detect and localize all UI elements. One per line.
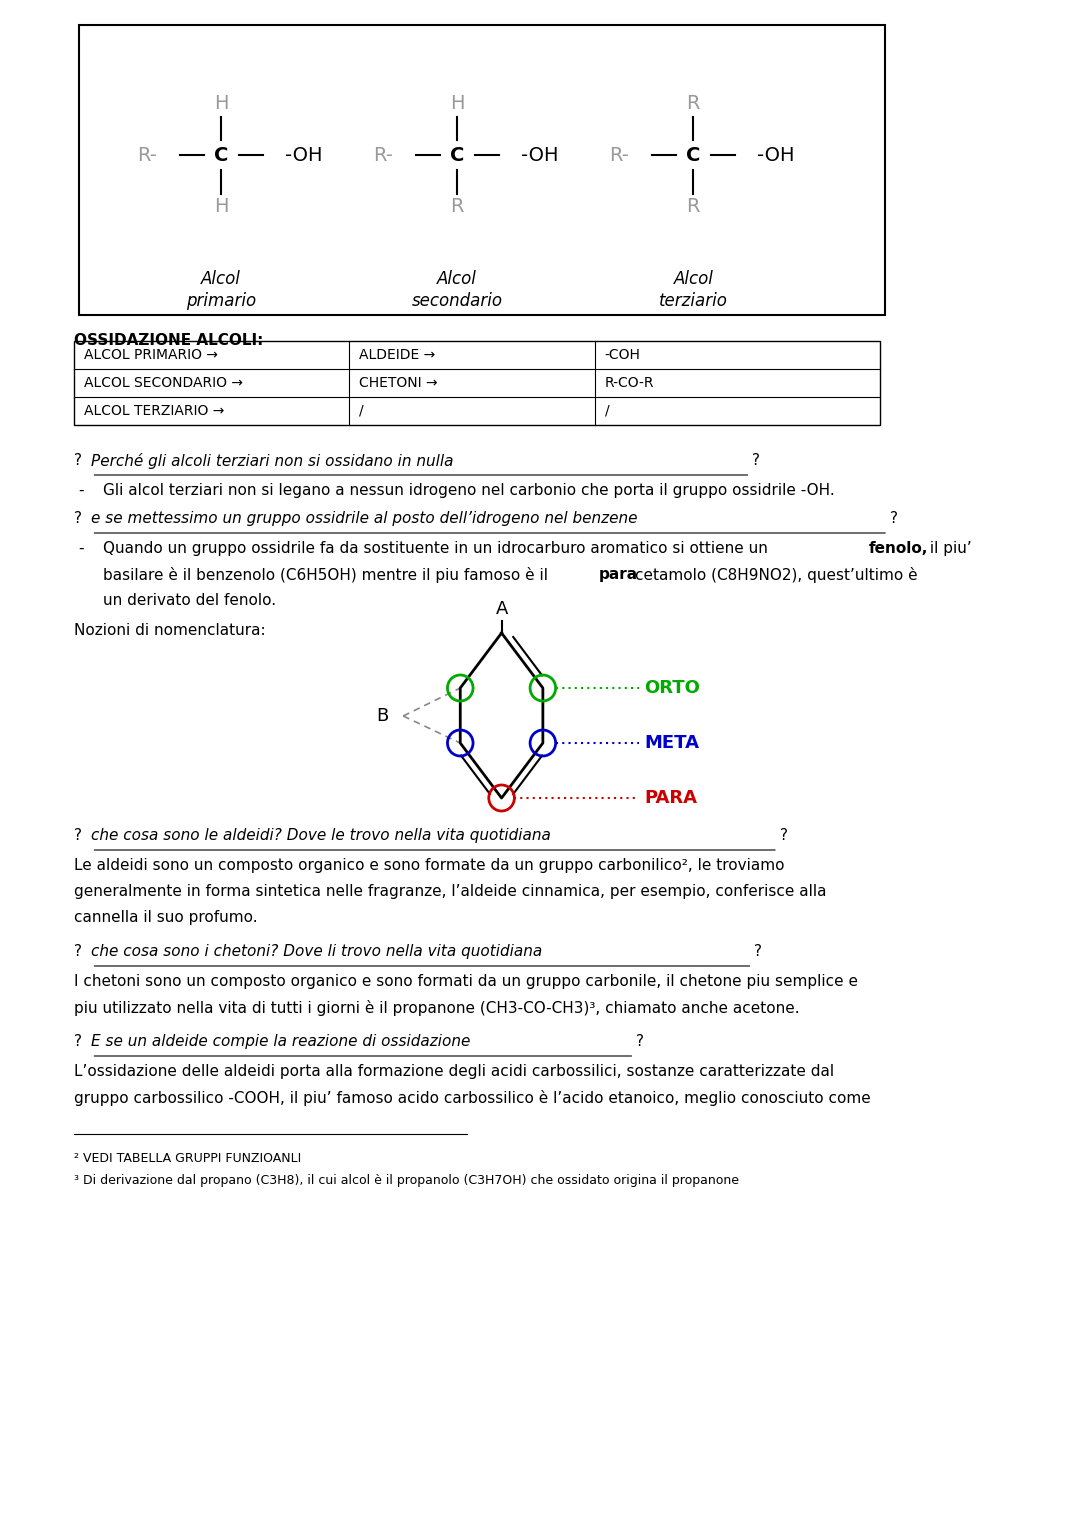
Text: ?: ?: [73, 944, 82, 959]
Text: C: C: [686, 147, 701, 165]
Text: ?: ?: [73, 512, 82, 525]
Text: E se un aldeide compie la reazione di ossidazione: E se un aldeide compie la reazione di os…: [92, 1034, 471, 1049]
Text: ALCOL TERZIARIO →: ALCOL TERZIARIO →: [83, 405, 224, 418]
Text: ALCOL SECONDARIO →: ALCOL SECONDARIO →: [83, 376, 243, 389]
Text: -OH: -OH: [522, 147, 558, 165]
Text: il piu’: il piu’: [926, 541, 972, 556]
Text: Quando un gruppo ossidrile fa da sostituente in un idrocarburo aromatico si otti: Quando un gruppo ossidrile fa da sostitu…: [104, 541, 773, 556]
Text: R: R: [687, 197, 700, 217]
Text: A: A: [496, 600, 508, 618]
Text: PARA: PARA: [644, 789, 698, 806]
Text: -OH: -OH: [757, 147, 795, 165]
Text: /: /: [605, 405, 609, 418]
Text: H: H: [214, 95, 229, 113]
Text: generalmente in forma sintetica nelle fragranze, l’aldeide cinnamica, per esempi: generalmente in forma sintetica nelle fr…: [73, 884, 826, 899]
Text: Gli alcol terziari non si legano a nessun idrogeno nel carbonio che porta il gru: Gli alcol terziari non si legano a nessu…: [104, 483, 835, 498]
Text: R: R: [687, 95, 700, 113]
Text: ?: ?: [73, 454, 82, 467]
Text: un derivato del fenolo.: un derivato del fenolo.: [104, 592, 276, 608]
Text: R-: R-: [374, 147, 393, 165]
Text: CHETONI →: CHETONI →: [359, 376, 437, 389]
Text: piu utilizzato nella vita di tutti i giorni è il propanone (CH3-CO-CH3)³, chiama: piu utilizzato nella vita di tutti i gio…: [73, 1000, 799, 1015]
Text: ?: ?: [754, 944, 762, 959]
Text: ?: ?: [73, 1034, 82, 1049]
Text: cetamolo (C8H9NO2), quest’ultimo è: cetamolo (C8H9NO2), quest’ultimo è: [635, 567, 918, 583]
Text: B: B: [376, 707, 389, 725]
Text: ³ Di derivazione dal propano (C3H8), il cui alcol è il propanolo (C3H7OH) che os: ³ Di derivazione dal propano (C3H8), il …: [73, 1174, 739, 1186]
Text: Alcol
terziario: Alcol terziario: [659, 270, 728, 310]
Text: Alcol
primario: Alcol primario: [186, 270, 256, 310]
Text: Perché gli alcoli terziari non si ossidano in nulla: Perché gli alcoli terziari non si ossida…: [92, 454, 454, 469]
Text: Alcol
secondario: Alcol secondario: [411, 270, 503, 310]
Text: -OH: -OH: [285, 147, 323, 165]
Text: ?: ?: [753, 454, 760, 467]
Text: R-CO-R: R-CO-R: [605, 376, 654, 389]
Text: che cosa sono i chetoni? Dove li trovo nella vita quotidiana: che cosa sono i chetoni? Dove li trovo n…: [92, 944, 543, 959]
Text: R: R: [450, 197, 464, 217]
Text: ?: ?: [780, 828, 788, 843]
Text: -: -: [79, 541, 84, 556]
Text: C: C: [450, 147, 464, 165]
Text: gruppo carbossilico -COOH, il piu’ famoso acido carbossilico è l’acido etanoico,: gruppo carbossilico -COOH, il piu’ famos…: [73, 1090, 870, 1106]
Text: ² VEDI TABELLA GRUPPI FUNZIOANLI: ² VEDI TABELLA GRUPPI FUNZIOANLI: [73, 1151, 301, 1165]
Text: Nozioni di nomenclatura:: Nozioni di nomenclatura:: [73, 623, 266, 638]
FancyBboxPatch shape: [79, 24, 886, 315]
Text: C: C: [214, 147, 229, 165]
Text: basilare è il benzenolo (C6H5OH) mentre il piu famoso è il: basilare è il benzenolo (C6H5OH) mentre …: [104, 567, 553, 583]
Text: OSSIDAZIONE ALCOLI:: OSSIDAZIONE ALCOLI:: [73, 333, 264, 348]
Text: H: H: [214, 197, 229, 217]
Text: cannella il suo profumo.: cannella il suo profumo.: [73, 910, 257, 925]
Text: fenolo,: fenolo,: [868, 541, 928, 556]
Text: para: para: [599, 567, 638, 582]
Text: META: META: [644, 734, 699, 751]
Text: L’ossidazione delle aldeidi porta alla formazione degli acidi carbossilici, sost: L’ossidazione delle aldeidi porta alla f…: [73, 1064, 834, 1080]
Text: R-: R-: [137, 147, 158, 165]
Text: -: -: [79, 483, 84, 498]
Text: ALCOL PRIMARIO →: ALCOL PRIMARIO →: [83, 348, 217, 362]
Text: H: H: [450, 95, 464, 113]
Text: e se mettessimo un gruppo ossidrile al posto dell’idrogeno nel benzene: e se mettessimo un gruppo ossidrile al p…: [92, 512, 638, 525]
Text: ?: ?: [890, 512, 899, 525]
Text: ?: ?: [636, 1034, 645, 1049]
Text: R-: R-: [609, 147, 630, 165]
Bar: [73, 341, 880, 425]
Text: /: /: [359, 405, 364, 418]
Text: ORTO: ORTO: [644, 680, 700, 696]
Text: Le aldeidi sono un composto organico e sono formate da un gruppo carbonilico², l: Le aldeidi sono un composto organico e s…: [73, 858, 784, 873]
Text: ?: ?: [73, 828, 82, 843]
Text: I chetoni sono un composto organico e sono formati da un gruppo carbonile, il ch: I chetoni sono un composto organico e so…: [73, 974, 858, 989]
Text: ALDEIDE →: ALDEIDE →: [359, 348, 435, 362]
Text: -COH: -COH: [605, 348, 640, 362]
Text: che cosa sono le aldeidi? Dove le trovo nella vita quotidiana: che cosa sono le aldeidi? Dove le trovo …: [92, 828, 551, 843]
